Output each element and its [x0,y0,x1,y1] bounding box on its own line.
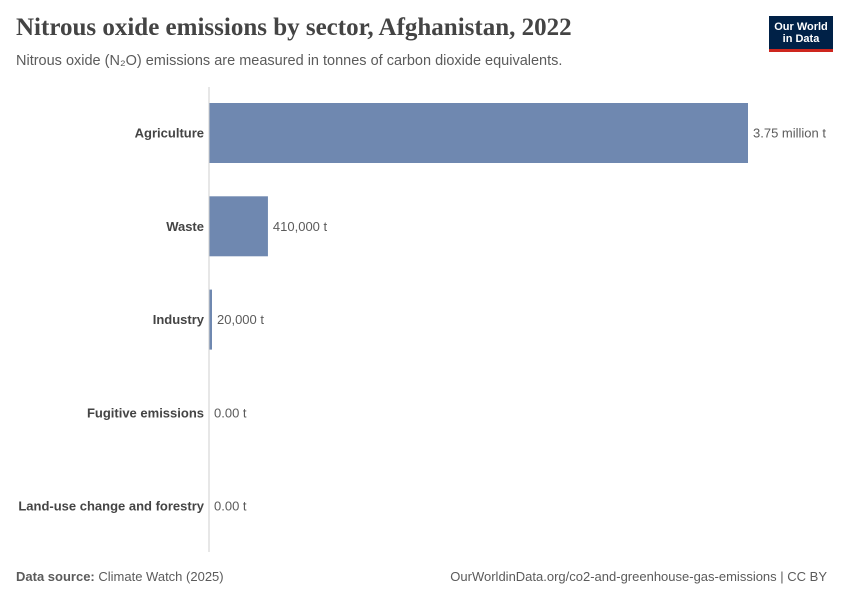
chart-subtitle: Nitrous oxide (N₂O) emissions are measur… [16,53,563,69]
bar[interactable] [209,289,212,350]
logo-line-2: in Data [782,32,820,45]
bar[interactable] [209,103,748,163]
data-source-prefix: Data source: [16,569,95,584]
value-label: 0.00 t [214,499,247,514]
owid-logo[interactable]: Our World in Data [769,16,833,52]
logo-line-1: Our World [774,20,828,33]
chart-title: Nitrous oxide emissions by sector, Afgha… [16,14,572,41]
category-label: Waste [166,219,204,234]
category-label: Agriculture [135,126,204,141]
bar[interactable] [209,196,268,257]
category-label: Industry [153,312,205,327]
category-label: Fugitive emissions [87,405,204,420]
data-source-link[interactable]: Climate Watch (2025) [98,569,224,584]
value-label: 0.00 t [214,405,247,420]
value-label: 410,000 t [273,219,328,234]
value-label: 20,000 t [217,312,264,327]
value-label: 3.75 million t [753,126,826,141]
category-label: Land-use change and forestry [18,499,204,514]
url-license[interactable]: OurWorldinData.org/co2-and-greenhouse-ga… [450,569,827,584]
data-source: Data source: Climate Watch (2025) [16,569,224,584]
